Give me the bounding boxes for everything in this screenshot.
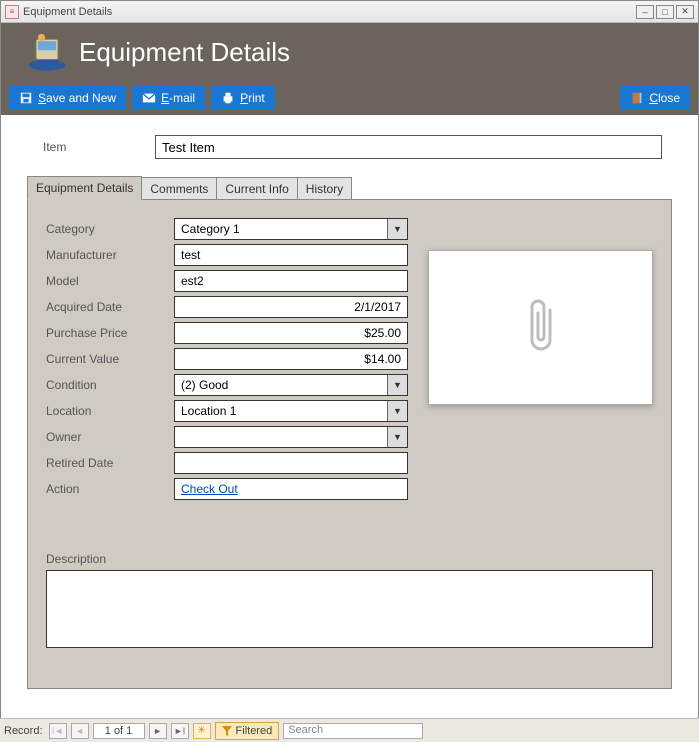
save-icon	[19, 91, 33, 105]
location-select[interactable]: Location 1▼	[174, 400, 408, 422]
description-textarea[interactable]	[46, 570, 653, 648]
record-label: Record:	[4, 725, 43, 737]
check-out-link[interactable]: Check Out	[181, 482, 238, 496]
window-titlebar: ≡ Equipment Details – □ ✕	[1, 1, 698, 23]
action-box: Check Out	[174, 478, 408, 500]
condition-select[interactable]: (2) Good▼	[174, 374, 408, 396]
tab-comments[interactable]: Comments	[141, 177, 217, 200]
tab-equipment-details[interactable]: Equipment Details	[27, 176, 142, 200]
record-navigator: Record: I◄ ◄ 1 of 1 ► ►I ✳ Filtered Sear…	[0, 718, 699, 742]
action-label: Action	[46, 482, 174, 496]
item-input[interactable]	[155, 135, 662, 159]
retired-date-input[interactable]	[174, 452, 408, 474]
owner-select[interactable]: ▼	[174, 426, 408, 448]
search-input[interactable]: Search	[283, 723, 423, 739]
close-button[interactable]: Close	[620, 86, 690, 110]
print-button[interactable]: Print	[211, 86, 275, 110]
maximize-button[interactable]: □	[656, 5, 674, 19]
close-window-button[interactable]: ✕	[676, 5, 694, 19]
tab-current-info[interactable]: Current Info	[216, 177, 297, 200]
print-icon	[221, 91, 235, 105]
tab-strip: Equipment Details Comments Current Info …	[27, 175, 682, 199]
chevron-down-icon: ▼	[387, 219, 407, 239]
equipment-icon	[25, 32, 69, 72]
acquired-date-label: Acquired Date	[46, 300, 174, 314]
acquired-date-input[interactable]	[174, 296, 408, 318]
form-header: Equipment Details	[1, 23, 698, 81]
page-title: Equipment Details	[79, 37, 290, 68]
action-toolbar: Save and New E-mail Print Close	[1, 81, 698, 115]
details-panel: Category Category 1▼ Manufacturer Model …	[27, 199, 672, 689]
category-label: Category	[46, 222, 174, 236]
current-value-input[interactable]	[174, 348, 408, 370]
item-label: Item	[43, 140, 155, 154]
window-title: Equipment Details	[23, 6, 112, 18]
prev-record-button[interactable]: ◄	[71, 723, 89, 739]
purchase-price-input[interactable]	[174, 322, 408, 344]
retired-date-label: Retired Date	[46, 456, 174, 470]
manufacturer-label: Manufacturer	[46, 248, 174, 262]
funnel-icon	[222, 726, 232, 736]
model-label: Model	[46, 274, 174, 288]
owner-label: Owner	[46, 430, 174, 444]
current-value-label: Current Value	[46, 352, 174, 366]
first-record-button[interactable]: I◄	[49, 723, 67, 739]
email-icon	[142, 91, 156, 105]
tab-history[interactable]: History	[297, 177, 352, 200]
location-label: Location	[46, 404, 174, 418]
chevron-down-icon: ▼	[387, 427, 407, 447]
chevron-down-icon: ▼	[387, 401, 407, 421]
condition-label: Condition	[46, 378, 174, 392]
next-record-button[interactable]: ►	[149, 723, 167, 739]
model-input[interactable]	[174, 270, 408, 292]
attachment-box[interactable]	[428, 250, 653, 405]
chevron-down-icon: ▼	[387, 375, 407, 395]
form-icon: ≡	[5, 5, 19, 19]
manufacturer-input[interactable]	[174, 244, 408, 266]
last-record-button[interactable]: ►I	[171, 723, 189, 739]
paperclip-icon	[523, 296, 559, 360]
category-select[interactable]: Category 1▼	[174, 218, 408, 240]
description-label: Description	[46, 552, 653, 566]
new-record-button[interactable]: ✳	[193, 723, 211, 739]
filter-button[interactable]: Filtered	[215, 722, 280, 740]
door-icon	[630, 91, 644, 105]
purchase-price-label: Purchase Price	[46, 326, 174, 340]
form-body: Item Equipment Details Comments Current …	[1, 115, 698, 695]
record-position[interactable]: 1 of 1	[93, 723, 145, 739]
minimize-button[interactable]: –	[636, 5, 654, 19]
save-and-new-button[interactable]: Save and New	[9, 86, 126, 110]
email-button[interactable]: E-mail	[132, 86, 205, 110]
